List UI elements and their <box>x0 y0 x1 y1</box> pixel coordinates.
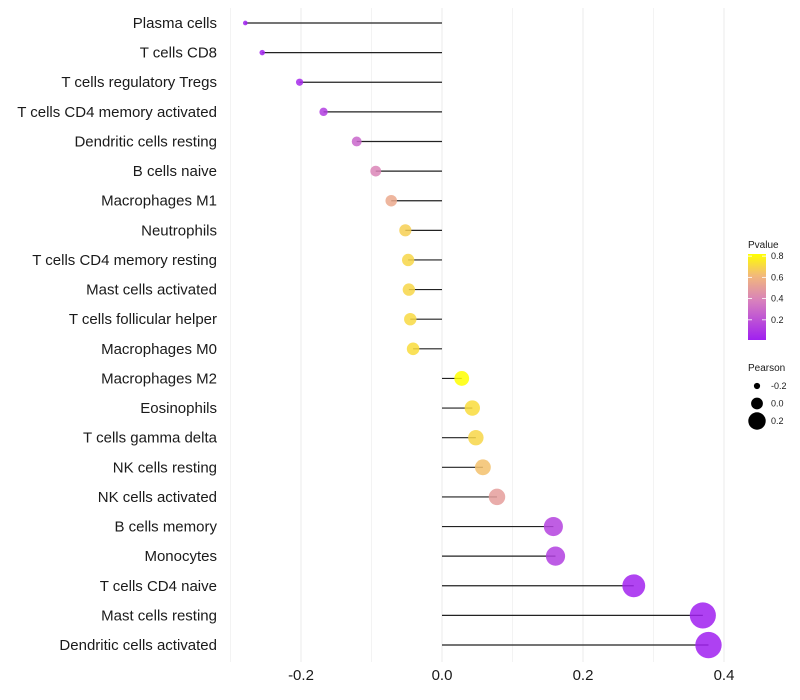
size-key-label: -0.2 <box>771 381 787 391</box>
point <box>319 107 328 117</box>
color-legend: Pvalue 0.8 0.6 0.4 0.2 <box>748 240 784 340</box>
point <box>242 20 248 26</box>
color-tick-label: 0.6 <box>771 272 784 282</box>
point <box>454 371 470 386</box>
y-axis-label: T cells regulatory Tregs <box>61 74 217 91</box>
point <box>385 194 398 207</box>
y-axis-label: NK cells resting <box>113 459 217 476</box>
point <box>545 546 566 566</box>
y-axis-label: Plasma cells <box>133 15 217 32</box>
point <box>543 516 563 537</box>
size-key-label: 0.0 <box>771 399 784 409</box>
size-key <box>753 382 761 390</box>
y-axis-label: NK cells activated <box>98 489 217 506</box>
x-tick-label: 0.2 <box>573 667 594 684</box>
size-legend: Pearson -0.2 0.0 0.2 <box>748 363 787 430</box>
x-tick-label: 0.4 <box>714 667 735 684</box>
point <box>695 631 722 659</box>
color-tick-label: 0.8 <box>771 251 784 261</box>
y-axis-label: T cells CD4 memory resting <box>32 252 217 269</box>
color-bar <box>748 254 766 340</box>
y-axis-label: Eosinophils <box>140 400 217 417</box>
y-axis-label: Monocytes <box>144 548 217 565</box>
y-axis-label: T cells follicular helper <box>69 311 217 328</box>
point <box>689 602 716 629</box>
points <box>242 20 722 659</box>
y-axis-label: B cells naive <box>133 163 217 180</box>
size-key <box>751 397 763 410</box>
y-axis-label: T cells CD4 memory activated <box>17 104 217 121</box>
y-axis-label: B cells memory <box>114 519 217 536</box>
size-key <box>748 412 766 430</box>
point <box>259 49 265 56</box>
point <box>474 459 491 476</box>
point <box>399 224 412 237</box>
x-axis-ticks: -0.2 0.0 0.2 0.4 <box>288 667 734 684</box>
y-axis-label: Macrophages M1 <box>101 193 217 210</box>
point <box>402 283 416 296</box>
y-axis-label: T cells CD4 naive <box>100 578 217 595</box>
y-axis-label: T cells gamma delta <box>83 430 218 447</box>
y-axis-labels: Plasma cells T cells CD8 T cells regulator… <box>17 15 217 654</box>
point <box>468 429 484 446</box>
point <box>404 312 417 326</box>
color-legend-title: Pvalue <box>748 240 779 251</box>
point <box>402 253 415 267</box>
color-tick-label: 0.4 <box>771 294 784 304</box>
grid-lines <box>230 8 725 662</box>
y-axis-label: Macrophages M0 <box>101 341 217 358</box>
point <box>295 78 304 86</box>
y-axis-label: Mast cells activated <box>86 282 217 299</box>
y-axis-label: T cells CD8 <box>140 45 217 62</box>
y-axis-label: Dendritic cells resting <box>74 133 217 150</box>
point <box>488 488 506 506</box>
point <box>370 165 382 177</box>
color-tick-label: 0.2 <box>771 315 784 325</box>
point <box>622 574 646 598</box>
x-tick-label: -0.2 <box>288 667 314 684</box>
x-tick-label: 0.0 <box>432 667 453 684</box>
y-axis-label: Dendritic cells activated <box>59 637 217 654</box>
point <box>464 400 480 416</box>
point <box>406 342 420 356</box>
y-axis-label: Neutrophils <box>141 222 217 239</box>
stems <box>245 22 709 646</box>
y-axis-label: Macrophages M2 <box>101 370 217 387</box>
size-key-label: 0.2 <box>771 416 784 426</box>
y-axis-label: Mast cells resting <box>101 607 217 624</box>
size-legend-title: Pearson <box>748 363 785 374</box>
point <box>351 136 362 147</box>
